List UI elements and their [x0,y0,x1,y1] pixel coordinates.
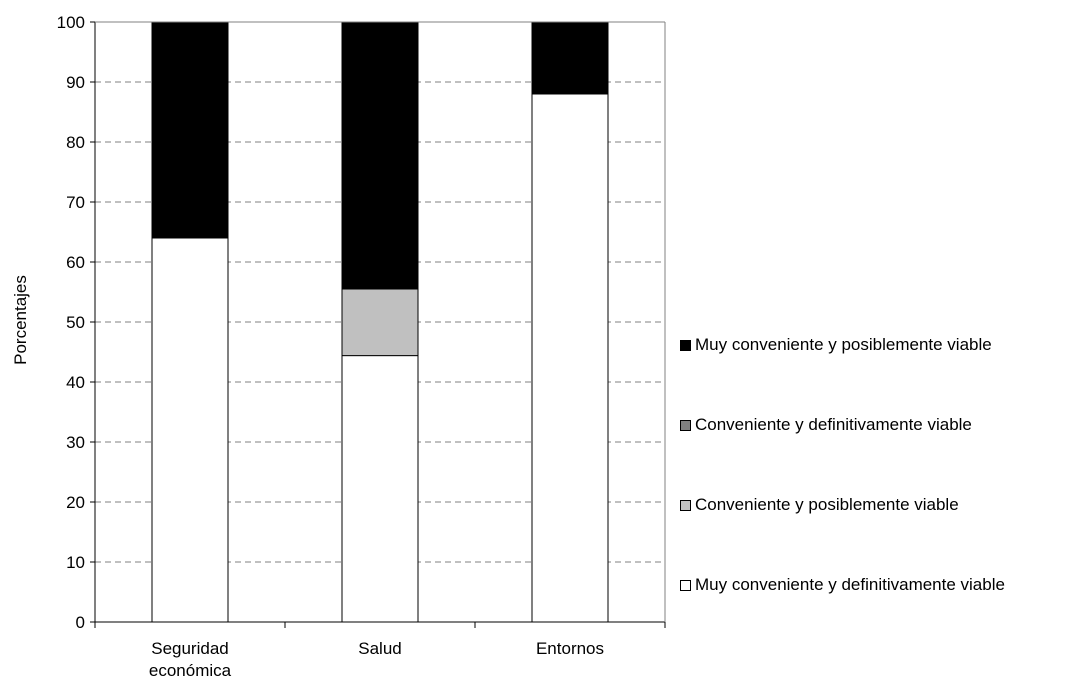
bars [151,21,609,623]
y-tick-labels: 0 10 20 30 40 50 60 70 80 90 100 [57,13,85,632]
y-tick-label: 20 [66,493,85,512]
bar-segment [341,355,419,623]
legend-label: Conveniente y posiblemente viable [695,495,959,514]
legend-swatch [680,420,691,431]
axes [90,21,666,628]
x-tick-label: Seguridad económica [149,639,232,680]
y-tick-label: 50 [66,313,85,332]
y-tick-label: 30 [66,433,85,452]
legend-item: Conveniente y posiblemente viable [680,495,1065,515]
y-tick-label: 40 [66,373,85,392]
bar-segment [341,288,419,357]
x-tick-labels: Seguridad económica Salud Entornos [149,639,604,680]
y-tick-label: 90 [66,73,85,92]
bar-segment [151,237,229,623]
y-tick-label: 100 [57,13,85,32]
bar-segment [531,21,609,95]
legend-swatch [680,340,691,351]
bar-segment [531,93,609,623]
bar-segment [151,21,229,239]
legend-label: Conveniente y definitivamente viable [695,415,972,434]
legend-item: Muy conveniente y definitivamente viable [680,575,1035,595]
legend-swatch [680,500,691,511]
bar-segment [341,21,419,290]
y-tick-label: 60 [66,253,85,272]
x-tick-label: Entornos [536,639,604,658]
y-tick-label: 0 [76,613,85,632]
y-tick-label: 70 [66,193,85,212]
x-tick-label: Salud [358,639,401,658]
legend-item: Conveniente y definitivamente viable [680,415,1065,435]
y-tick-label: 80 [66,133,85,152]
y-tick-label: 10 [66,553,85,572]
legend-item: Muy conveniente y posiblemente viable [680,335,1065,355]
legend-label: Muy conveniente y posiblemente viable [695,335,992,354]
legend-label: Muy conveniente y definitivamente viable [695,575,1005,594]
y-axis-label: Porcentajes [11,275,30,365]
legend-swatch [680,580,691,591]
